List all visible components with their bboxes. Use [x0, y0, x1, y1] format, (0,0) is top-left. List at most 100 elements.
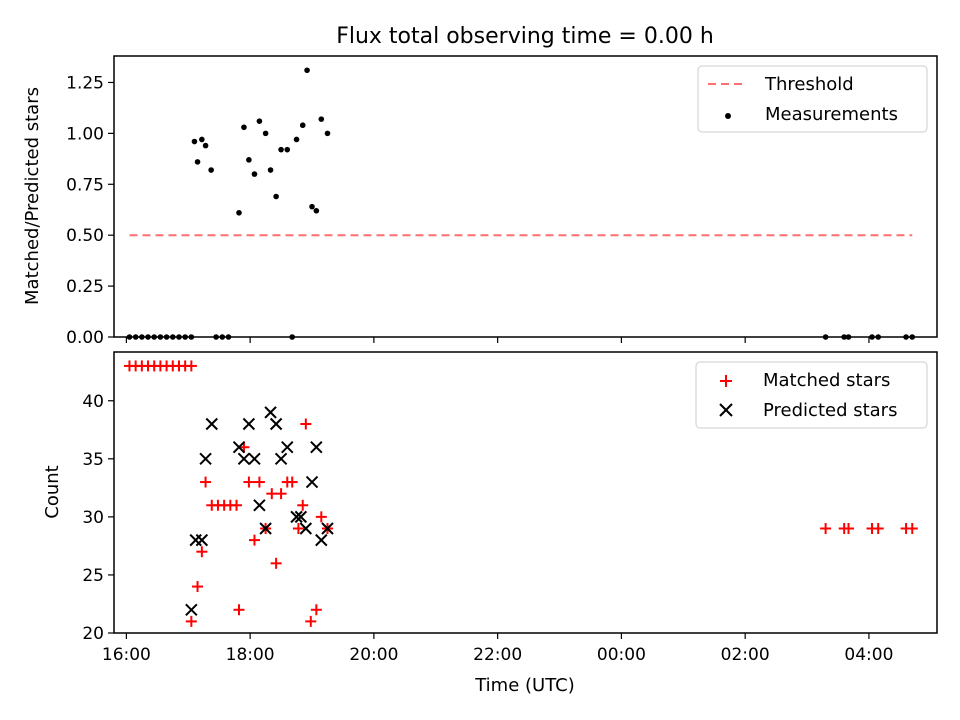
predicted-star-point — [248, 452, 261, 466]
x-tick-label: 00:00 — [597, 645, 646, 665]
matched-star-point — [185, 615, 197, 627]
legend-predicted-swatch — [719, 403, 733, 417]
measurement-point — [875, 334, 882, 340]
measurement-point — [284, 146, 291, 153]
measurement-point — [169, 334, 176, 340]
predicted-star-point — [264, 406, 277, 419]
predicted-star-point — [310, 441, 323, 454]
measurement-point — [208, 167, 214, 173]
measurement-point — [246, 157, 252, 163]
measurement-point — [213, 334, 219, 340]
y-tick-label: 1.00 — [66, 124, 104, 144]
measurement-point — [299, 122, 306, 129]
matched-star-point — [297, 499, 309, 511]
matched-star-point — [192, 581, 204, 593]
measurement-point — [145, 334, 151, 340]
matched-star-point — [200, 476, 212, 488]
matched-star-point — [270, 557, 282, 569]
matched-star-point — [185, 360, 197, 372]
predicted-star-point — [259, 522, 272, 535]
measurement-point — [157, 334, 164, 340]
predicted-star-point — [274, 452, 288, 466]
measurement-point — [202, 142, 209, 149]
measurement-point — [126, 334, 133, 340]
measurement-point — [188, 334, 195, 340]
measurement-point — [273, 193, 279, 200]
top-legend-box — [697, 65, 928, 133]
matched-star-point — [266, 488, 278, 500]
predicted-star-point — [294, 510, 308, 524]
matched-star-point — [253, 476, 265, 488]
predicted-star-point — [237, 452, 251, 466]
measurement-point — [241, 124, 247, 131]
predicted-star-point — [269, 417, 283, 431]
x-tick-label: 20:00 — [349, 645, 398, 665]
matched-star-point — [843, 522, 855, 534]
predicted-star-point — [242, 417, 256, 431]
measurement-point — [293, 136, 300, 143]
y-tick-label: 0.50 — [66, 226, 104, 246]
y-tick-label: 0.25 — [66, 277, 104, 297]
bottom-plot-area: 20 25 30 35 40 16:00 18:00 20:00 22:00 00:00 02:00… — [42, 351, 938, 696]
matched-star-point — [820, 522, 832, 534]
measurement-point — [903, 334, 909, 340]
matched-star-point — [275, 488, 287, 500]
legend-matched-swatch — [720, 375, 732, 387]
x-tick-label: 02:00 — [721, 645, 770, 665]
measurement-point — [262, 130, 269, 137]
measurement-point — [151, 334, 158, 340]
y-tick-label: 0.00 — [66, 328, 104, 348]
bottom-legend: Matched stars Predicted stars — [695, 361, 928, 429]
measurement-point — [182, 334, 188, 340]
legend-measurements-swatch — [725, 113, 731, 119]
x-axis-label: Time (UTC) — [474, 675, 575, 696]
measurement-point — [132, 334, 139, 340]
measurement-point — [219, 334, 226, 340]
bottom-legend-box — [695, 361, 928, 429]
top-y-axis-label: Matched/Predicted stars — [22, 87, 43, 305]
predicted-star-point — [232, 441, 246, 454]
matched-star-point — [196, 546, 208, 558]
matched-star-point — [248, 534, 260, 546]
matched-star-point — [233, 604, 245, 616]
top-plot-frame — [113, 55, 938, 338]
legend-measurements-label: Measurements — [765, 104, 898, 125]
matched-star-point — [305, 615, 317, 627]
matched-star-point — [231, 499, 243, 511]
matched-star-point — [243, 476, 255, 488]
measurement-point — [289, 334, 296, 340]
measurement-point — [194, 159, 201, 165]
measurement-point — [304, 67, 310, 74]
chart-title: Flux total observing time = 0.00 h — [336, 24, 714, 49]
y-tick-label: 40 — [82, 392, 104, 412]
measurement-point — [267, 167, 274, 173]
x-tick-label: 22:00 — [473, 645, 522, 665]
predicted-star-point — [205, 417, 218, 431]
matched-star-point — [315, 511, 327, 523]
measurement-point — [324, 130, 331, 137]
measurement-point — [313, 207, 320, 214]
measurement-point — [199, 136, 205, 143]
y-tick-label: 25 — [82, 566, 104, 586]
matched-star-point — [906, 522, 918, 534]
y-tick-label: 20 — [82, 624, 104, 644]
predicted-star-point — [281, 441, 294, 454]
predicted-star-point — [253, 499, 266, 512]
legend-threshold-label: Threshold — [764, 74, 854, 95]
matched-star-point — [292, 522, 304, 534]
measurement-point — [236, 209, 242, 216]
x-tick-label: 18:00 — [226, 645, 275, 665]
bottom-y-axis-label: Count — [42, 465, 63, 518]
measurement-point — [822, 334, 829, 340]
predicted-star-point — [305, 475, 319, 489]
legend-matched-label: Matched stars — [763, 370, 890, 391]
predicted-star-point — [290, 510, 303, 524]
matched-star-point — [300, 418, 312, 430]
measurement-point — [909, 334, 916, 340]
measurement-point — [278, 146, 284, 153]
measurement-point — [318, 116, 325, 122]
top-plot-area: 0.00 0.25 0.50 0.75 1.00 1.25 Matched/Predict… — [22, 55, 938, 348]
matched-star-point — [310, 604, 322, 616]
legend-predicted-label: Predicted stars — [763, 400, 897, 421]
matched-star-point — [286, 476, 298, 488]
